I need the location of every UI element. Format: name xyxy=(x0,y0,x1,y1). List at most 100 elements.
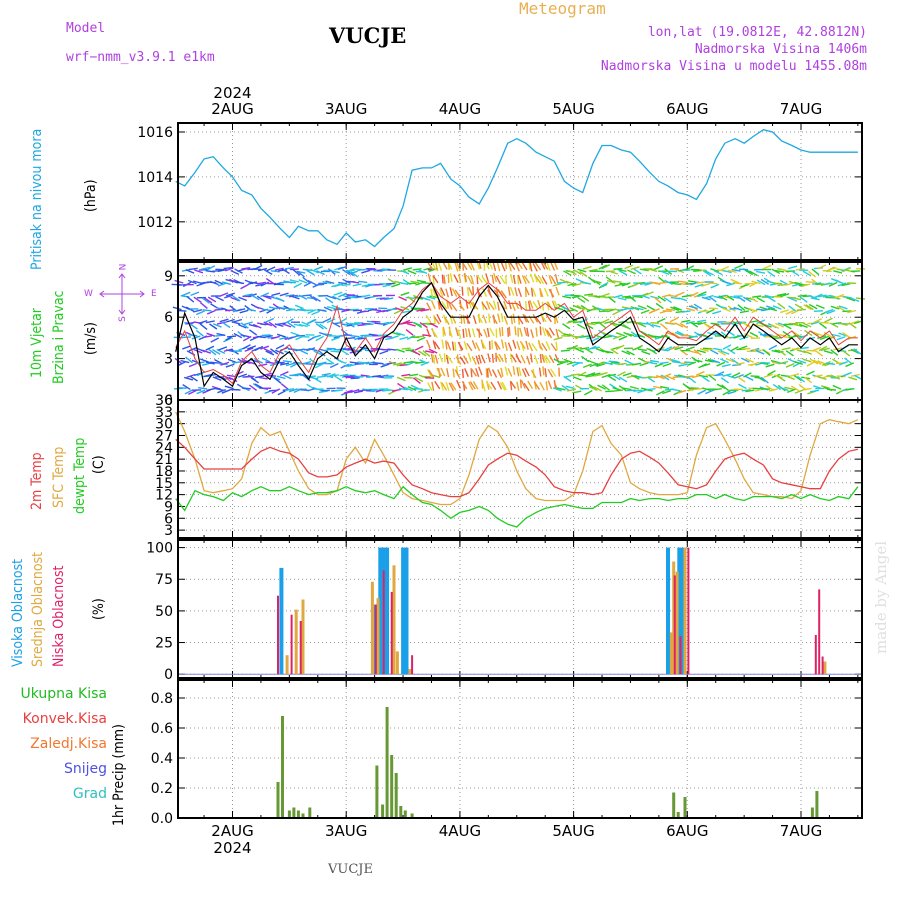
wind-arrow xyxy=(318,390,328,394)
wind-arrow xyxy=(815,350,824,357)
wind-arrow xyxy=(488,313,491,323)
wind-arrow xyxy=(838,305,848,310)
wind-arrow xyxy=(688,335,698,338)
wind-arrow xyxy=(563,270,572,277)
wind-arrow xyxy=(431,262,437,271)
compass-e-label: E xyxy=(151,289,157,299)
y-tick-label: 0.4 xyxy=(151,751,173,767)
wind-arrow xyxy=(476,274,483,283)
wind-arrow xyxy=(301,361,312,365)
wind-arrow xyxy=(737,376,746,383)
wind-arrow xyxy=(716,383,726,389)
precip-bar xyxy=(394,773,398,818)
wind-arrow xyxy=(791,283,802,287)
wind-arrow xyxy=(648,348,658,355)
wind-arrow xyxy=(637,348,647,352)
cloud-bar xyxy=(294,609,298,675)
wind-arrow xyxy=(563,358,573,364)
wind-arrow xyxy=(820,347,830,352)
wind-arrow xyxy=(621,350,631,356)
wind-arrow xyxy=(743,372,752,378)
wind-arrow xyxy=(523,326,528,337)
wind-arrow xyxy=(316,375,326,378)
wind-arrow xyxy=(842,349,851,357)
wind-arrow xyxy=(285,387,295,392)
precip-bar xyxy=(296,810,300,818)
wind-arrow xyxy=(830,349,839,356)
wind-arrow xyxy=(521,275,527,285)
wind-arrow xyxy=(575,348,585,353)
wind-arrow xyxy=(793,334,803,338)
wind-arrow xyxy=(470,368,473,378)
wind-arrow xyxy=(402,310,412,314)
wind-arrow xyxy=(257,267,268,272)
wind-arrow xyxy=(360,374,370,377)
wind-arrow xyxy=(519,327,523,337)
wind-arrow xyxy=(231,321,241,325)
wind-arrow xyxy=(802,322,812,328)
wind-arrow xyxy=(446,368,450,378)
wind-arrow xyxy=(239,309,249,314)
wind-arrow xyxy=(497,288,504,297)
wind-arrow xyxy=(333,291,343,296)
wind-arrow xyxy=(426,302,432,312)
wind-arrow xyxy=(694,283,704,288)
wind-arrow xyxy=(731,268,741,272)
precip-bar xyxy=(410,813,414,818)
wind-arrow xyxy=(263,321,273,327)
wind-arrow xyxy=(749,331,759,338)
wind-arrow xyxy=(687,361,697,366)
wind-arrow xyxy=(539,288,544,298)
wind-arrow xyxy=(353,390,364,394)
wind-arrow xyxy=(597,384,606,390)
wind-arrow xyxy=(693,349,702,356)
wind-arrow xyxy=(462,314,466,324)
wind-arrow xyxy=(285,362,295,367)
wind-arrow xyxy=(589,362,599,368)
wind-arrow xyxy=(637,389,647,394)
wind-arrow xyxy=(279,362,290,366)
wind-arrow xyxy=(290,331,300,336)
wind-arrow xyxy=(227,335,237,338)
wind-arrow xyxy=(467,328,472,338)
wind-arrow xyxy=(288,307,298,312)
wind-arrow xyxy=(414,376,424,383)
wind-arrow xyxy=(520,380,526,389)
wind-arrow xyxy=(809,358,819,365)
wind-arrow xyxy=(569,306,579,313)
wind-arrow xyxy=(820,335,830,341)
wind-arrow xyxy=(507,342,513,352)
wind-arrow xyxy=(720,350,730,355)
y-tick-label: 0.6 xyxy=(151,721,173,737)
wind-arrow xyxy=(185,321,195,325)
day-label-bottom: 6AUG xyxy=(666,822,708,840)
cloud-bar xyxy=(285,655,289,675)
y-tick-label: 24 xyxy=(155,440,173,456)
wind-arrow xyxy=(527,300,531,311)
wind-arrow xyxy=(313,377,322,383)
wind-arrow xyxy=(285,318,294,324)
wind-arrow xyxy=(566,388,577,392)
wind-arrow xyxy=(503,315,509,325)
wind-arrow xyxy=(744,375,754,381)
legend-conv-rain: Konvek.Kisa xyxy=(22,711,107,727)
wind-arrow xyxy=(595,270,605,273)
y-tick-label: 12 xyxy=(155,488,173,504)
wind-arrow xyxy=(325,297,334,304)
wind-arrow xyxy=(189,375,198,382)
wind-arrow xyxy=(490,381,497,391)
wind-arrow xyxy=(202,349,212,354)
wind-arrow xyxy=(421,296,431,301)
wind-arrow xyxy=(741,389,751,392)
wind-arrow xyxy=(454,341,457,352)
wind-arrow xyxy=(699,310,709,313)
wind-arrow xyxy=(599,281,609,288)
wind-arrow xyxy=(219,292,229,297)
wind-arrow xyxy=(476,328,483,337)
wind-arrow xyxy=(419,321,428,329)
wind-arrow xyxy=(495,275,502,285)
wind-arrow xyxy=(622,372,632,377)
wind-arrow xyxy=(600,318,610,324)
wind-arrow xyxy=(512,366,516,376)
